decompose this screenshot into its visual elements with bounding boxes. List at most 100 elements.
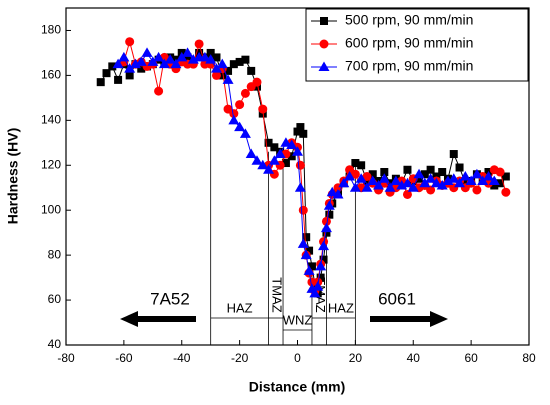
data-point (199, 51, 211, 62)
data-point (338, 177, 350, 188)
data-point (425, 173, 437, 183)
data-point (257, 159, 269, 170)
data-point (426, 165, 435, 174)
data-point (384, 182, 396, 192)
data-point (176, 51, 188, 62)
data-point (296, 123, 305, 132)
data-point (224, 66, 233, 75)
material-label: 6061 (378, 289, 416, 308)
data-point (292, 146, 303, 156)
data-point (108, 62, 117, 71)
data-point (141, 47, 153, 57)
y-tick-label: 40 (48, 337, 62, 351)
data-point (349, 182, 361, 192)
y-tick-label: 140 (41, 113, 61, 127)
data-point (268, 155, 280, 165)
data-point (455, 163, 464, 172)
data-point (154, 86, 164, 96)
data-point (125, 71, 134, 80)
data-point (280, 137, 292, 147)
y-tick-label: 80 (48, 247, 62, 261)
data-point (373, 179, 385, 190)
data-point (295, 160, 305, 170)
data-point (355, 173, 367, 183)
data-point (300, 249, 312, 260)
data-point (302, 233, 311, 242)
x-tick-label: -20 (231, 351, 249, 365)
data-point (351, 159, 360, 168)
data-point (403, 165, 412, 174)
data-point (245, 148, 257, 159)
data-point (270, 143, 279, 152)
data-point (247, 66, 256, 75)
data-point (258, 104, 268, 114)
x-tick-label: 80 (522, 351, 536, 365)
data-point (471, 168, 483, 179)
data-point (378, 173, 390, 183)
data-point (153, 51, 165, 62)
data-point (274, 148, 286, 159)
legend-label: 500 rpm, 90 mm/min (345, 12, 473, 28)
data-point (415, 174, 424, 183)
data-point (362, 172, 372, 181)
data-point (361, 182, 373, 192)
data-point (183, 53, 192, 62)
data-point (281, 159, 290, 168)
y-axis-label: Hardness (HV) (5, 128, 21, 224)
data-point (367, 175, 379, 185)
data-point (436, 179, 448, 190)
data-point (235, 57, 244, 66)
data-point (229, 60, 238, 69)
data-point (307, 262, 316, 271)
data-point (449, 150, 458, 159)
data-point (465, 175, 477, 185)
x-axis-label: Distance (mm) (249, 379, 345, 395)
data-point (426, 185, 436, 195)
data-point (211, 70, 221, 80)
arrow (370, 311, 448, 327)
data-point (158, 58, 170, 69)
data-point (320, 222, 332, 233)
data-point (488, 175, 500, 185)
x-tick-label: 40 (407, 351, 421, 365)
data-point (350, 169, 360, 179)
data-point (212, 53, 221, 62)
data-point (438, 168, 447, 177)
data-point (316, 273, 325, 282)
data-point (205, 54, 217, 64)
data-point (297, 238, 309, 248)
data-point (401, 177, 413, 188)
zone-label: HAZ (227, 300, 253, 315)
data-point (114, 75, 123, 84)
data-point (229, 109, 239, 119)
data-point (241, 55, 250, 64)
data-point (368, 170, 377, 179)
data-point (303, 265, 315, 275)
data-point (293, 127, 302, 136)
y-tick-label: 180 (41, 23, 61, 37)
data-point (323, 200, 335, 210)
data-point (287, 152, 296, 161)
data-point (228, 114, 240, 125)
data-point (483, 178, 493, 188)
data-point (326, 186, 338, 197)
legend-marker (318, 61, 330, 71)
data-point (325, 210, 334, 219)
data-point (299, 129, 308, 138)
legend-label: 600 rpm, 90 mm/min (345, 35, 473, 51)
data-point (390, 175, 402, 185)
data-point (315, 260, 327, 271)
data-point (102, 69, 111, 78)
data-point (240, 88, 250, 98)
data-point (472, 185, 482, 195)
data-point (380, 168, 389, 177)
data-point (147, 56, 159, 66)
legend-box (305, 8, 529, 82)
data-point (252, 77, 262, 87)
data-point (294, 182, 306, 192)
data-point (206, 48, 215, 57)
x-tick-label: 20 (349, 351, 363, 365)
zone-label: WNZ (283, 312, 313, 327)
data-point (112, 58, 124, 69)
